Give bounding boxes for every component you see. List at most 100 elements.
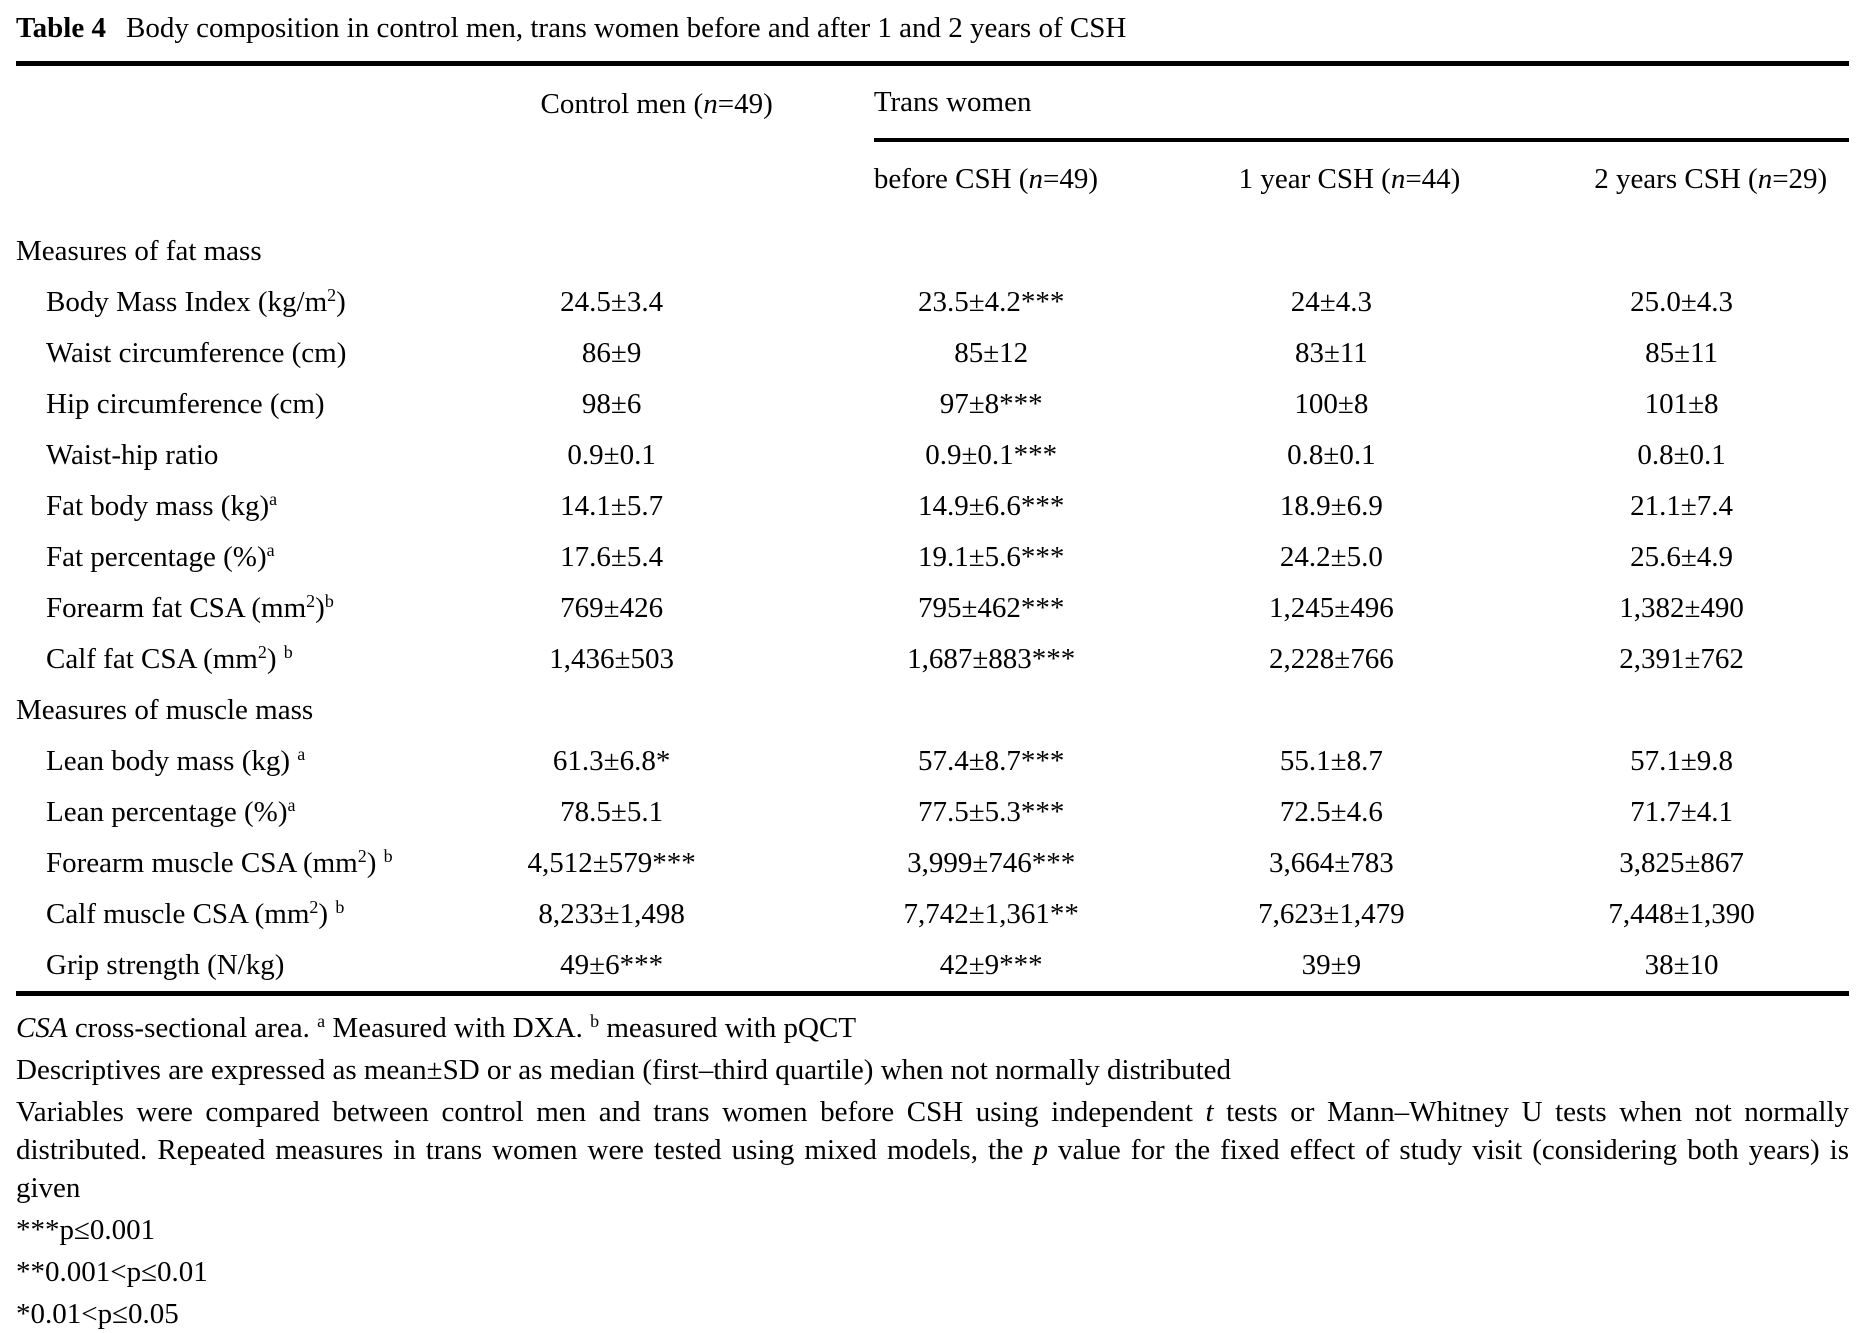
column-header-before-csh: before CSH (n=49): [873, 163, 1098, 195]
section-label: Measures of fat mass: [16, 235, 262, 267]
table-title: Table 4 Body composition in control men, …: [16, 8, 1849, 48]
value-cell: 1,245±496: [1269, 592, 1394, 624]
row-label: Forearm muscle CSA (mm2) b: [46, 846, 393, 879]
row-label: Forearm fat CSA (mm2)b: [46, 591, 334, 624]
value-cell: 3,664±783: [1269, 847, 1394, 879]
column-header-trans-women: Trans women: [873, 63, 1849, 142]
value-cell: 14.1±5.7: [560, 490, 664, 522]
footnote-statistics: Variables were compared between control …: [16, 1096, 1849, 1204]
table-row: Calf muscle CSA (mm2) b 8,233±1,498 7,742±…: [16, 889, 1849, 940]
value-cell: 7,742±1,361**: [903, 898, 1079, 930]
value-cell: 19.1±5.6***: [918, 541, 1065, 573]
table-row: Forearm muscle CSA (mm2) b 4,512±579*** 3,…: [16, 838, 1849, 889]
row-label: Grip strength (N/kg): [46, 949, 285, 981]
row-label: Lean percentage (%)a: [46, 795, 296, 828]
value-cell: 4,512±579***: [527, 847, 696, 879]
value-cell: 57.4±8.7***: [918, 745, 1065, 777]
value-cell: 49±6***: [560, 949, 664, 981]
value-cell: 85±11: [1645, 337, 1719, 369]
value-cell: 38±10: [1644, 949, 1719, 981]
value-cell: [874, 219, 1239, 277]
value-cell: 1,436±503: [549, 643, 674, 675]
value-cell: 24±4.3: [1290, 286, 1372, 318]
value-cell: [439, 219, 873, 277]
significance-note-2-stars: **0.001<p≤0.01: [16, 1256, 208, 1288]
value-cell: 17.6±5.4: [560, 541, 664, 573]
table-row: Fat body mass (kg)a 14.1±5.7 14.9±6.6*** 18…: [16, 481, 1849, 532]
value-cell: 795±462***: [918, 592, 1065, 624]
table-row: Hip circumference (cm) 98±6 97±8*** 100±8 10…: [16, 379, 1849, 430]
footnote-descriptives: Descriptives are expressed as mean±SD or…: [16, 1054, 1232, 1086]
value-cell: 72.5±4.6: [1279, 796, 1383, 828]
value-cell: 101±8: [1644, 388, 1719, 420]
value-cell: 25.6±4.9: [1630, 541, 1734, 573]
value-cell: 3,825±867: [1619, 847, 1744, 879]
value-cell: [1239, 685, 1595, 736]
value-cell: 86±9: [581, 337, 642, 369]
value-cell: [1594, 685, 1849, 736]
row-label: Waist circumference (cm): [46, 337, 347, 369]
table-head: Control men (n=49) Trans women before CS…: [16, 63, 1849, 220]
value-cell: 18.9±6.9: [1279, 490, 1383, 522]
section-label: Measures of muscle mass: [16, 694, 314, 726]
value-cell: 55.1±8.7: [1279, 745, 1383, 777]
value-cell: 7,448±1,390: [1608, 898, 1755, 930]
row-label: Calf fat CSA (mm2) b: [46, 642, 293, 675]
value-cell: 61.3±6.8*: [552, 745, 671, 777]
value-cell: 71.7±4.1: [1630, 796, 1734, 828]
column-header-control-men: Control men (n=49): [540, 88, 773, 120]
row-label: Waist-hip ratio: [46, 439, 219, 471]
value-cell: 2,228±766: [1269, 643, 1394, 675]
table-row: Lean percentage (%)a 78.5±5.1 77.5±5.3*** 7…: [16, 787, 1849, 838]
value-cell: 100±8: [1294, 388, 1369, 420]
value-cell: 7,623±1,479: [1258, 898, 1405, 930]
value-cell: 1,687±883***: [907, 643, 1076, 675]
stub-cell: [16, 64, 439, 141]
row-label: Lean body mass (kg) a: [46, 744, 306, 777]
value-cell: 769±426: [560, 592, 664, 624]
value-cell: 85±12: [954, 337, 1029, 369]
row-label: Calf muscle CSA (mm2) b: [46, 897, 345, 930]
value-cell: 0.8±0.1: [1637, 439, 1726, 471]
row-label: Fat body mass (kg)a: [46, 489, 278, 522]
footnote-abbreviations: CSA cross-sectional area. a Measured wit…: [16, 1011, 857, 1044]
row-label: Fat percentage (%)a: [46, 540, 275, 573]
value-cell: 78.5±5.1: [560, 796, 664, 828]
value-cell: 57.1±9.8: [1630, 745, 1734, 777]
value-cell: 2,391±762: [1619, 643, 1744, 675]
value-cell: 83±11: [1294, 337, 1368, 369]
value-cell: [439, 685, 873, 736]
table-row: Lean body mass (kg) a 61.3±6.8* 57.4±8.7**…: [16, 736, 1849, 787]
value-cell: 97±8***: [939, 388, 1043, 420]
table-row: Calf fat CSA (mm2) b 1,436±503 1,687±883**…: [16, 634, 1849, 685]
table-number-label: Table 4: [16, 12, 106, 44]
value-cell: 24.2±5.0: [1279, 541, 1383, 573]
group-header-row: Control men (n=49) Trans women: [16, 63, 1849, 142]
table-row: Waist circumference (cm) 86±9 85±12 83±11 85…: [16, 328, 1849, 379]
section-row: Measures of muscle mass: [16, 685, 1849, 736]
value-cell: 0.9±0.1***: [925, 439, 1058, 471]
value-cell: 14.9±6.6***: [918, 490, 1065, 522]
column-header-2-years-csh: 2 years CSH (n=29): [1594, 163, 1828, 195]
row-label: Body Mass Index (kg/m2): [46, 285, 346, 318]
value-cell: 3,999±746***: [907, 847, 1076, 879]
value-cell: 98±6: [581, 388, 642, 420]
table-row: Fat percentage (%)a 17.6±5.4 19.1±5.6*** 24…: [16, 532, 1849, 583]
value-cell: 0.8±0.1: [1287, 439, 1376, 471]
value-cell: [874, 685, 1239, 736]
stub-cell: [439, 140, 873, 219]
significance-note-3-stars: ***p≤0.001: [16, 1214, 156, 1246]
table-row: Waist-hip ratio 0.9±0.1 0.9±0.1*** 0.8±0.1 0…: [16, 430, 1849, 481]
value-cell: 25.0±4.3: [1630, 286, 1734, 318]
row-label: Hip circumference (cm): [46, 388, 325, 420]
value-cell: 24.5±3.4: [560, 286, 664, 318]
footnotes: CSA cross-sectional area. a Measured wit…: [16, 996, 1849, 1333]
value-cell: 0.9±0.1: [567, 439, 656, 471]
table-row: Body Mass Index (kg/m2) 24.5±3.4 23.5±4.2*…: [16, 277, 1849, 328]
column-header-1-year-csh: 1 year CSH (n=44): [1238, 163, 1461, 195]
body-composition-table: Control men (n=49) Trans women before CS…: [16, 61, 1849, 996]
significance-note-1-star: *0.01<p≤0.05: [16, 1298, 179, 1330]
value-cell: 23.5±4.2***: [918, 286, 1065, 318]
value-cell: 21.1±7.4: [1630, 490, 1734, 522]
